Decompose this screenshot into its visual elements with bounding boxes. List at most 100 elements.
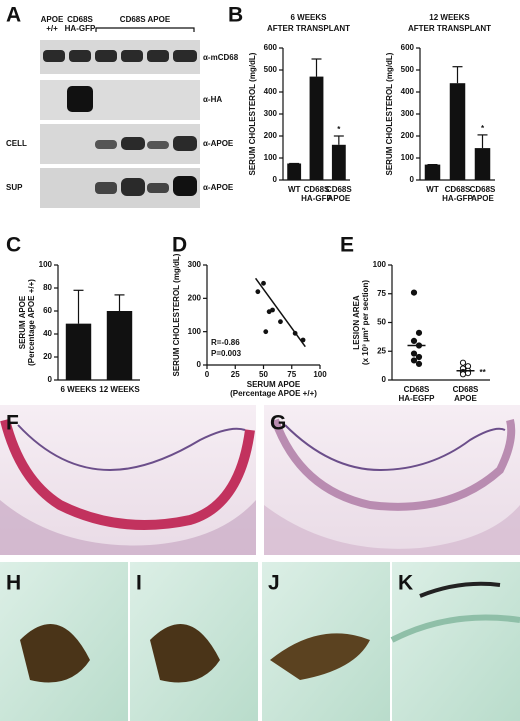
y-tick-label: 75 [377, 289, 386, 298]
y-tick-label: 600 [264, 43, 278, 52]
panel-label: B [228, 4, 243, 27]
point [255, 289, 261, 295]
panel-label: E [340, 234, 354, 257]
point [410, 357, 418, 364]
x-axis-label: SERUM APOE [247, 380, 301, 389]
x-tick-label: HA-GFP [442, 194, 473, 203]
point [278, 319, 283, 325]
panel-label: D [172, 234, 187, 257]
x-tick-label: HA-GFP [301, 194, 332, 203]
bar [309, 76, 324, 180]
antibody-label: α-APOE [203, 139, 234, 148]
y-tick-label: 400 [401, 87, 415, 96]
x-tick-label: CD68S [404, 385, 430, 394]
bar [331, 144, 346, 180]
y-tick-label: 40 [43, 329, 52, 338]
y-tick-label: 100 [401, 153, 415, 162]
fit-line [254, 277, 306, 348]
y-tick-label: 20 [43, 352, 52, 361]
point [270, 307, 275, 313]
y-axis-label: LESION AREA [352, 295, 361, 350]
x-tick-label: 25 [231, 370, 240, 379]
significance: ** [480, 368, 487, 377]
y-tick-label: 200 [401, 131, 415, 140]
bar [424, 164, 441, 180]
point [261, 280, 266, 286]
point [415, 329, 423, 336]
blot-column-label: CD68S APOE [120, 15, 171, 24]
chart-title: AFTER TRANSPLANT [267, 24, 350, 33]
y-tick-label: 50 [377, 318, 386, 327]
chart-title: 6 WEEKS [290, 13, 327, 22]
significance: * [481, 124, 485, 133]
antibody-label: α-HA [203, 95, 222, 104]
y-tick-label: 100 [39, 260, 53, 269]
y-tick-label: 600 [401, 43, 415, 52]
y-axis-label: SERUM CHOLESTEROL (mg/dL) [172, 253, 181, 376]
bar [106, 311, 133, 380]
y-tick-label: 500 [264, 65, 278, 74]
point [415, 360, 423, 367]
point [410, 350, 418, 357]
point [459, 371, 467, 378]
annotation: R=-0.86 [211, 338, 240, 347]
x-tick-label: APOE [471, 194, 494, 203]
x-tick-label: APOE [327, 194, 350, 203]
x-tick-label: CD68S [470, 185, 496, 194]
x-tick-label: WT [288, 185, 301, 194]
histology-h-k [0, 562, 520, 721]
x-tick-label: HA-EGFP [399, 394, 436, 403]
panel-label: F [6, 412, 19, 435]
panel-label: I [136, 572, 142, 595]
x-axis-label: (Percentage APOE +/+) [230, 389, 317, 398]
y-axis-label: (Percentage APOE +/+) [27, 279, 36, 366]
y-tick-label: 300 [401, 109, 415, 118]
blot-column-label: CD68S [67, 15, 93, 24]
point [263, 329, 269, 335]
y-tick-label: 300 [264, 109, 278, 118]
x-tick-label: WT [426, 185, 439, 194]
chart-title: 12 WEEKS [429, 13, 470, 22]
y-tick-label: 500 [401, 65, 415, 74]
y-tick-label: 0 [48, 375, 53, 384]
y-tick-label: 80 [43, 283, 52, 292]
x-tick-label: CD68S [445, 185, 471, 194]
y-axis-label: SERUM CHOLESTEROL (mg/dL) [385, 52, 394, 175]
blot [40, 27, 200, 208]
panel-label: H [6, 572, 21, 595]
y-tick-label: 100 [373, 260, 387, 269]
bar [474, 148, 491, 180]
bar [449, 83, 466, 180]
blot-column-label: HA-GFP [65, 24, 96, 33]
x-tick-label: CD68S [326, 185, 352, 194]
point [459, 359, 467, 366]
bar [287, 163, 302, 180]
bar [65, 323, 92, 380]
y-tick-label: 0 [382, 375, 387, 384]
antibody-label: α-mCD68 [203, 53, 239, 62]
point [292, 330, 298, 336]
point [410, 289, 418, 296]
y-axis-label: SERUM CHOLESTEROL (mg/dL) [248, 52, 257, 175]
x-tick-label: 6 WEEKS [60, 385, 97, 394]
panel-label: A [6, 4, 21, 27]
x-tick-label: 50 [259, 370, 268, 379]
y-axis-label: (x 10³ µm² per section) [361, 280, 370, 365]
y-tick-label: 200 [188, 293, 202, 302]
y-tick-label: 0 [410, 175, 415, 184]
blot-column-label: +/+ [46, 24, 58, 33]
x-tick-label: 12 WEEKS [99, 385, 140, 394]
x-tick-label: CD68S [453, 385, 479, 394]
panel-label: C [6, 234, 21, 257]
significance: * [337, 125, 341, 134]
y-tick-label: 100 [188, 327, 202, 336]
panel-label: G [270, 412, 286, 435]
x-tick-label: CD68S [304, 185, 330, 194]
histology-f [0, 405, 256, 555]
x-tick-label: 100 [313, 370, 327, 379]
blot-column-label: APOE [41, 15, 64, 24]
annotation: P=0.003 [211, 349, 242, 358]
chart-title: AFTER TRANSPLANT [408, 24, 491, 33]
